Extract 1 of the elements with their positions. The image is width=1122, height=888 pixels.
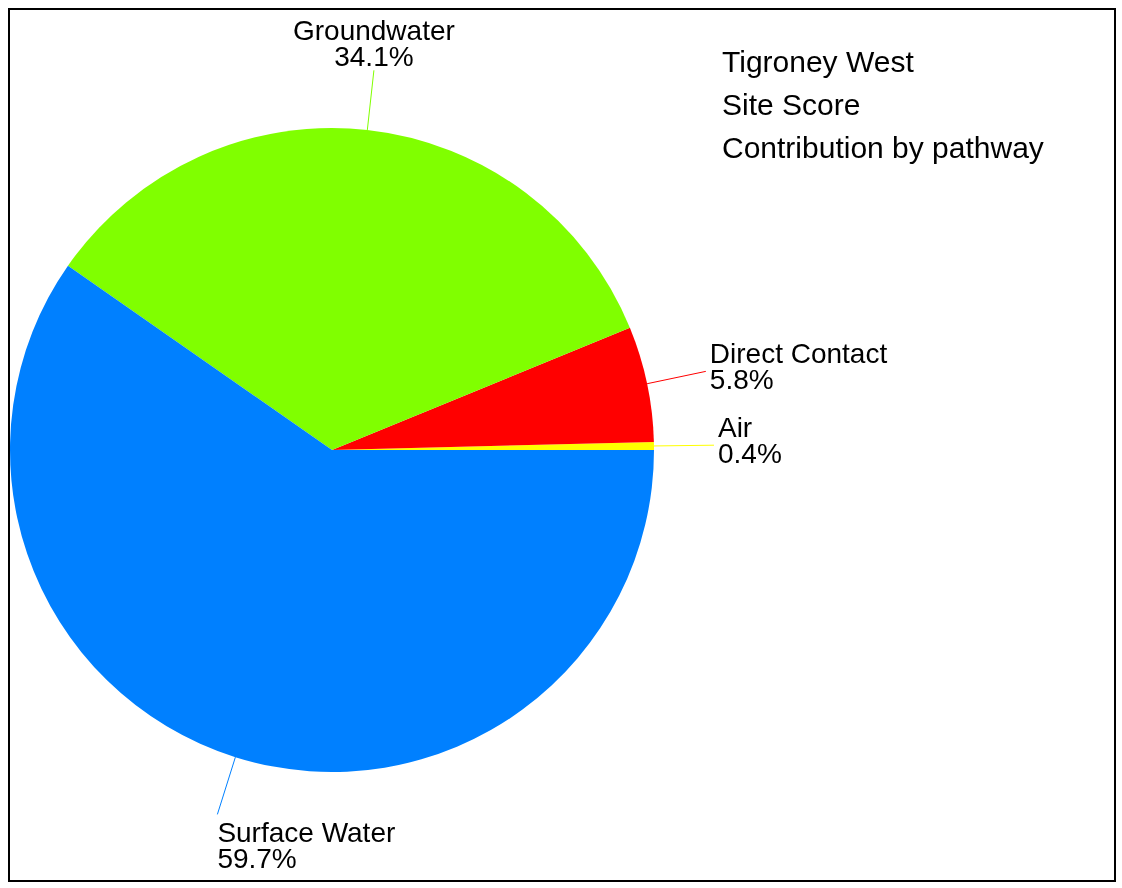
text: Tigroney West Site Score Contribution by pathway — [722, 44, 1044, 166]
